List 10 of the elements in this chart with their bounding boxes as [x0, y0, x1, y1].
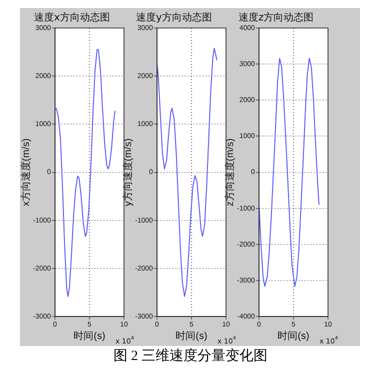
- y-axis-title: z方向速度(m/s): [224, 138, 236, 206]
- chart-title: 速度y方向动态图: [136, 12, 212, 24]
- x-axis-title: 时间(s): [176, 330, 208, 342]
- chart-title: 速度x方向动态图: [34, 12, 110, 24]
- chart-title: 速度z方向动态图: [238, 12, 314, 24]
- x-axis-title: 时间(s): [74, 330, 106, 342]
- caption: 图 2 三维速度分量变化图: [112, 347, 268, 365]
- y-axis-title: x方向速度(m/s): [20, 138, 32, 206]
- y-axis-title: y方向速度(m/s): [122, 138, 134, 206]
- x-axis-title: 时间(s): [278, 330, 310, 342]
